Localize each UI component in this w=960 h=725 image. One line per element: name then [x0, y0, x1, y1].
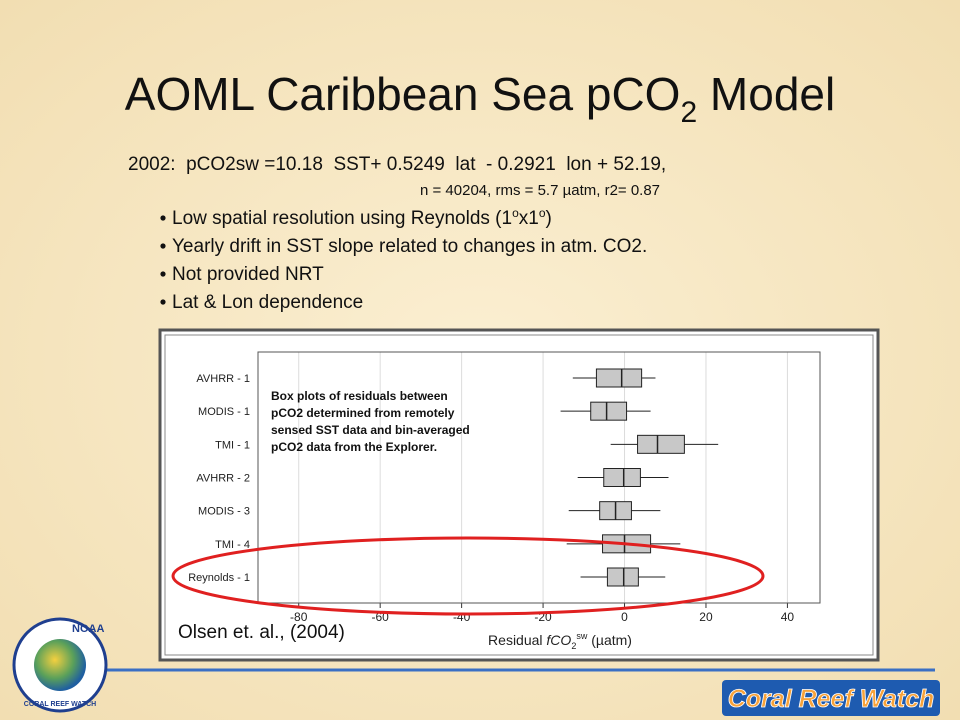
- box: [590, 401, 628, 421]
- bullet-dot: [160, 243, 166, 249]
- x-tick-label: -80: [290, 610, 308, 624]
- bullet-sup: o: [539, 206, 546, 220]
- y-tick-label: MODIS - 1: [198, 406, 250, 418]
- equation: 2002: pCO2sw =10.18 SST+ 0.5249 lat - 0.…: [128, 154, 666, 175]
- brand-text: Coral Reef Watch: [728, 685, 935, 713]
- highlight-ellipse: [171, 536, 765, 616]
- y-tick-label: TMI - 1: [215, 439, 250, 451]
- x-label-pre: Residual: [488, 632, 546, 648]
- annotation-line: pCO2 determined from remotely: [271, 406, 455, 420]
- y-tick-label: AVHRR - 1: [196, 373, 250, 385]
- x-label-f: fCO: [546, 632, 571, 648]
- crw-logo: Coral Reef Watch: [722, 680, 940, 716]
- plot-frame: [257, 351, 821, 604]
- bullet-part: Yearly drift in SST slope related to cha…: [172, 236, 647, 257]
- annotation-line: pCO2 data from the Explorer.: [271, 440, 437, 454]
- logo-noaa: NOAA: [72, 623, 104, 635]
- bullet-text: Lat & Lon dependence: [172, 292, 363, 313]
- y-tick-label: Reynolds - 1: [188, 572, 250, 584]
- logo-ring-text: CORAL REEF WATCH: [24, 701, 96, 708]
- y-tick-label: MODIS - 3: [198, 506, 250, 518]
- annotation-line: Box plots of residuals between: [271, 389, 448, 403]
- bullet-dot: [160, 271, 166, 277]
- bullet-part: ): [546, 208, 552, 229]
- bullet-part: Low spatial resolution using Reynolds (1: [172, 208, 512, 229]
- x-tick-label: -40: [453, 610, 471, 624]
- y-tick-label: TMI - 4: [215, 539, 250, 551]
- x-label-sup: sw: [576, 631, 588, 641]
- noaa-logo: NOAA CORAL REEF WATCH: [12, 617, 108, 713]
- stats: n = 40204, rms = 5.7 µatm, r2= 0.87: [420, 182, 660, 199]
- x-tick-label: 40: [781, 610, 795, 624]
- citation: Olsen et. al., (2004): [178, 622, 345, 643]
- annotation-line: sensed SST data and bin-averaged: [271, 423, 470, 437]
- x-tick-label: 0: [621, 610, 628, 624]
- box: [603, 468, 641, 487]
- bullet-dot: [160, 299, 166, 305]
- box: [637, 434, 685, 454]
- figure-frame: [158, 328, 880, 662]
- x-label-sub: 2: [571, 641, 576, 651]
- slide-title: AOML Caribbean Sea pCO2 Model: [125, 68, 835, 129]
- bullet-part: Lat & Lon dependence: [172, 292, 363, 313]
- bullet-sup: o: [512, 206, 519, 220]
- bullet-text: Low spatial resolution using Reynolds (1…: [172, 206, 552, 229]
- y-tick-label: AVHRR - 2: [196, 473, 250, 485]
- x-tick-label: 20: [699, 610, 713, 624]
- box: [595, 368, 643, 388]
- box: [606, 567, 639, 587]
- title-tail: Model: [697, 68, 835, 120]
- bullet-part: Not provided NRT: [172, 264, 324, 285]
- bullet-part: x1: [519, 208, 539, 229]
- bullet-list: Low spatial resolution using Reynolds (1…: [160, 206, 647, 313]
- x-axis-label: Residual fCO2sw (µatm): [488, 631, 632, 651]
- x-label-post: (µatm): [587, 632, 632, 648]
- figure-inner-frame: [164, 334, 874, 656]
- title-text: AOML Caribbean Sea pCO: [125, 68, 681, 120]
- title-sub: 2: [680, 96, 697, 129]
- brand-box: [722, 680, 940, 716]
- bullet-text: Not provided NRT: [172, 264, 324, 285]
- bullet-text: Yearly drift in SST slope related to cha…: [172, 236, 647, 257]
- bullet-dot: [160, 215, 166, 221]
- logo-globe: [34, 639, 86, 691]
